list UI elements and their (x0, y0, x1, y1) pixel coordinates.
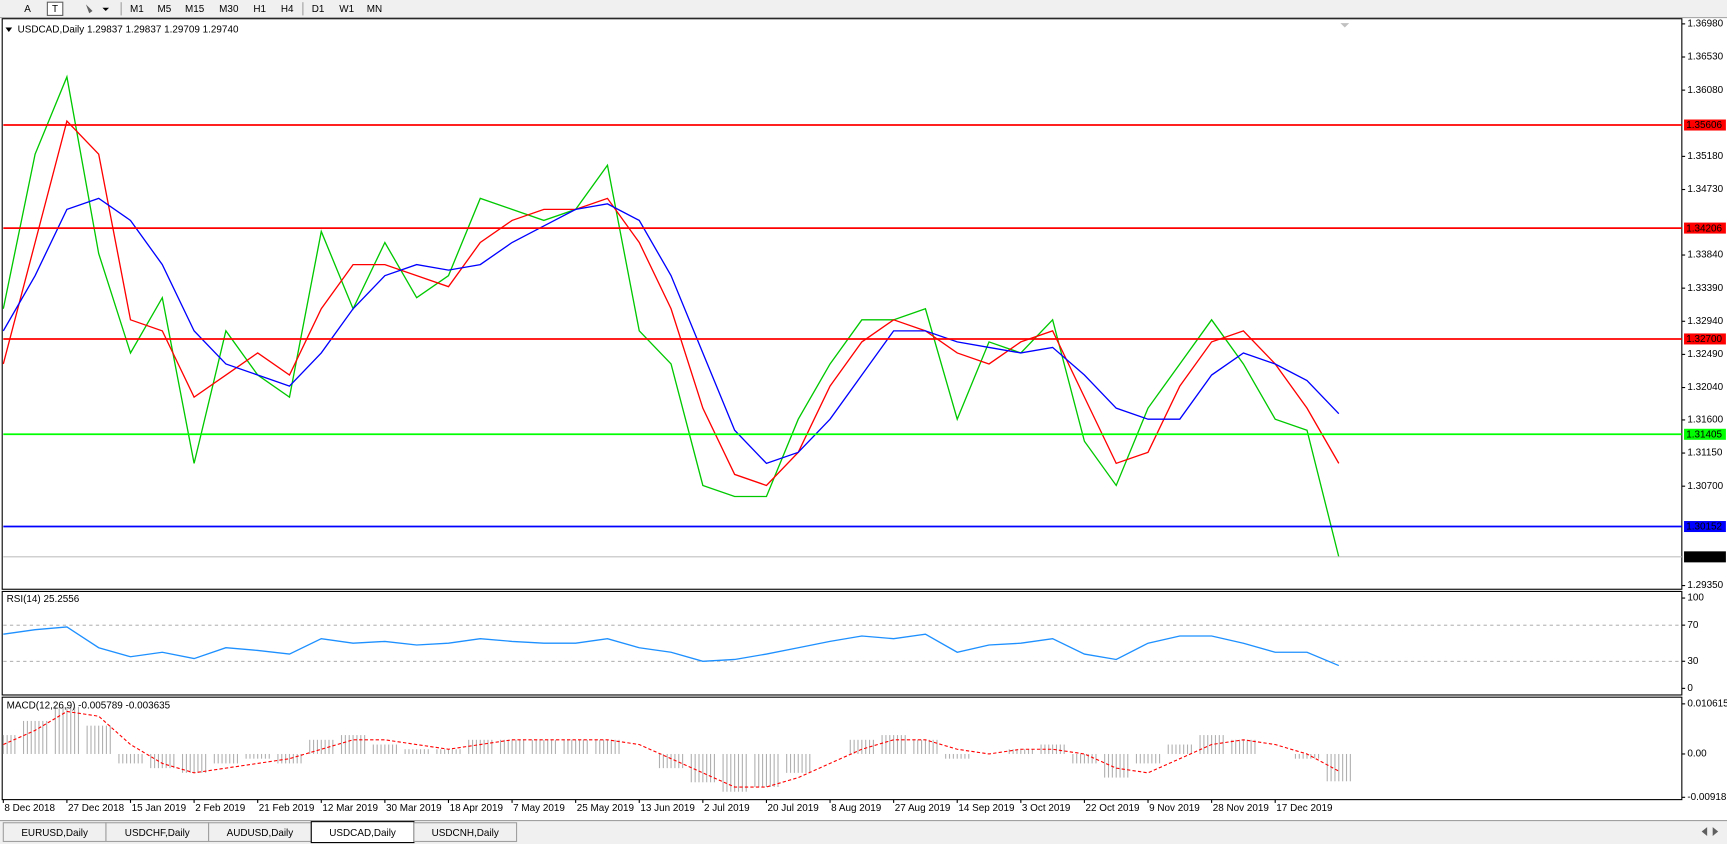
x-tick-label: 20 Jul 2019 (768, 803, 820, 814)
level-label: 1.31405 (1686, 429, 1722, 440)
x-tick-label: 8 Dec 2018 (4, 803, 55, 814)
level-label: 1.30152 (1686, 522, 1722, 533)
x-tick-label: 13 Jun 2019 (640, 803, 695, 814)
y-tick-label: 100 (1687, 593, 1704, 604)
level-box (1684, 119, 1726, 131)
panel-title: USDCAD,Daily 1.29837 1.29837 1.29709 1.2… (18, 24, 239, 35)
y-tick-label: 1.36080 (1687, 85, 1723, 96)
level-box (1684, 333, 1726, 345)
panel-title: RSI(14) 25.2556 (7, 594, 80, 605)
x-tick-label: 3 Oct 2019 (1022, 803, 1071, 814)
series-line (2, 197, 1340, 465)
macd-panel (1, 696, 1683, 801)
y-tick-label: 1.30700 (1687, 481, 1723, 492)
rsi-panel (1, 590, 1683, 696)
timeframe-label: D1 (312, 4, 325, 15)
x-tick-label: 2 Feb 2019 (195, 803, 246, 814)
tab-label: USDCNH,Daily (432, 828, 499, 839)
timeframe-label: W1 (339, 4, 354, 15)
timeframe-label: M5 (158, 4, 172, 15)
tab-label: AUDUSD,Daily (227, 828, 294, 839)
y-tick-label: 1.33840 (1687, 250, 1723, 261)
y-tick-label: 1.35180 (1687, 151, 1723, 162)
x-tick-label: 21 Feb 2019 (259, 803, 315, 814)
level-box (1684, 222, 1726, 234)
x-tick-label: 14 Sep 2019 (958, 803, 1015, 814)
y-tick-label: 0.010615 (1687, 698, 1727, 709)
tool-button[interactable] (46, 1, 64, 16)
timeframe-label: M15 (185, 4, 205, 15)
x-tick-label: 27 Dec 2018 (68, 803, 125, 814)
x-tick-label: 22 Oct 2019 (1086, 803, 1140, 814)
scroll-left[interactable] (1701, 827, 1708, 836)
level-label: 1.32700 (1686, 334, 1722, 345)
timeframe-label: M30 (219, 4, 239, 15)
tool-label: A (24, 4, 31, 15)
x-tick-label: 18 Apr 2019 (450, 803, 504, 814)
x-tick-label: 8 Aug 2019 (831, 803, 882, 814)
scroll-right[interactable] (1712, 827, 1719, 836)
tab-label: USDCHF,Daily (125, 828, 190, 839)
x-tick-label: 28 Nov 2019 (1213, 803, 1270, 814)
y-tick-label: 1.32940 (1687, 316, 1723, 327)
x-tick-label: 17 Dec 2019 (1276, 803, 1333, 814)
y-tick-label: 1.29350 (1687, 580, 1723, 591)
timeframe-label: H1 (253, 4, 266, 15)
y-tick-label: 1.34730 (1687, 184, 1723, 195)
tab[interactable] (413, 822, 518, 843)
y-tick-label: 1.33390 (1687, 283, 1723, 294)
dropdown-arrow[interactable] (102, 7, 110, 12)
level-label: 1.35606 (1686, 120, 1722, 131)
series-line (2, 74, 1340, 558)
main-panel (1, 18, 1683, 590)
y-tick-label: 1.36980 (1687, 19, 1723, 30)
panel-title: MACD(12,26,9) -0.005789 -0.003635 (7, 701, 171, 712)
y-tick-label: 1.36530 (1687, 52, 1723, 63)
y-tick-label: 1.32490 (1687, 349, 1723, 360)
series-line (3, 710, 1340, 788)
x-tick-label: 9 Nov 2019 (1149, 803, 1200, 814)
level-label: 1.29740 (1686, 552, 1722, 563)
level-box (1684, 551, 1726, 563)
shift-marker (1340, 23, 1350, 28)
x-tick-label: 12 Mar 2019 (322, 803, 378, 814)
x-tick-label: 15 Jan 2019 (132, 803, 187, 814)
y-tick-label: 1.31600 (1687, 415, 1723, 426)
y-tick-label: -0.009181 (1687, 792, 1727, 803)
toolbar-items: A T M1 M5 M15 M30 H1 H4 D1 W1 MN (24, 1, 382, 16)
timeframe-label: M1 (130, 4, 144, 15)
series-line (3, 626, 1340, 667)
y-tick-label: 0.00 (1687, 749, 1707, 760)
menu-arrow[interactable] (5, 27, 13, 32)
y-tick-label: 30 (1687, 656, 1699, 667)
draw-tool-icon[interactable] (85, 4, 93, 14)
x-tick-label: 30 Mar 2019 (386, 803, 442, 814)
level-box (1684, 428, 1726, 440)
y-tick-label: 0 (1687, 683, 1693, 694)
tab-label: USDCAD,Daily (329, 828, 396, 839)
x-tick-label: 2 Jul 2019 (704, 803, 750, 814)
x-tick-label: 25 May 2019 (577, 803, 635, 814)
tool-label: T (52, 4, 58, 15)
level-box (1684, 521, 1726, 533)
plots: 1.36980 1.36530 1.36080 1.35180 1.34730 1.338… (0, 19, 1727, 814)
toolbar (0, 0, 1727, 18)
y-tick-label: 1.31150 (1687, 448, 1723, 459)
y-tick-label: 1.32040 (1687, 382, 1723, 393)
series-line (2, 119, 1340, 487)
x-tick-label: 27 Aug 2019 (895, 803, 951, 814)
tab-label: EURUSD,Daily (21, 828, 88, 839)
timeframe-label: MN (367, 4, 382, 15)
timeframe-label: H4 (281, 4, 294, 15)
level-label: 1.34206 (1686, 223, 1722, 234)
x-tick-label: 7 May 2019 (513, 803, 565, 814)
y-tick-label: 70 (1687, 620, 1699, 631)
tabs: EURUSD,Daily USDCHF,Daily AUDUSD,Daily USDC… (2, 821, 518, 844)
